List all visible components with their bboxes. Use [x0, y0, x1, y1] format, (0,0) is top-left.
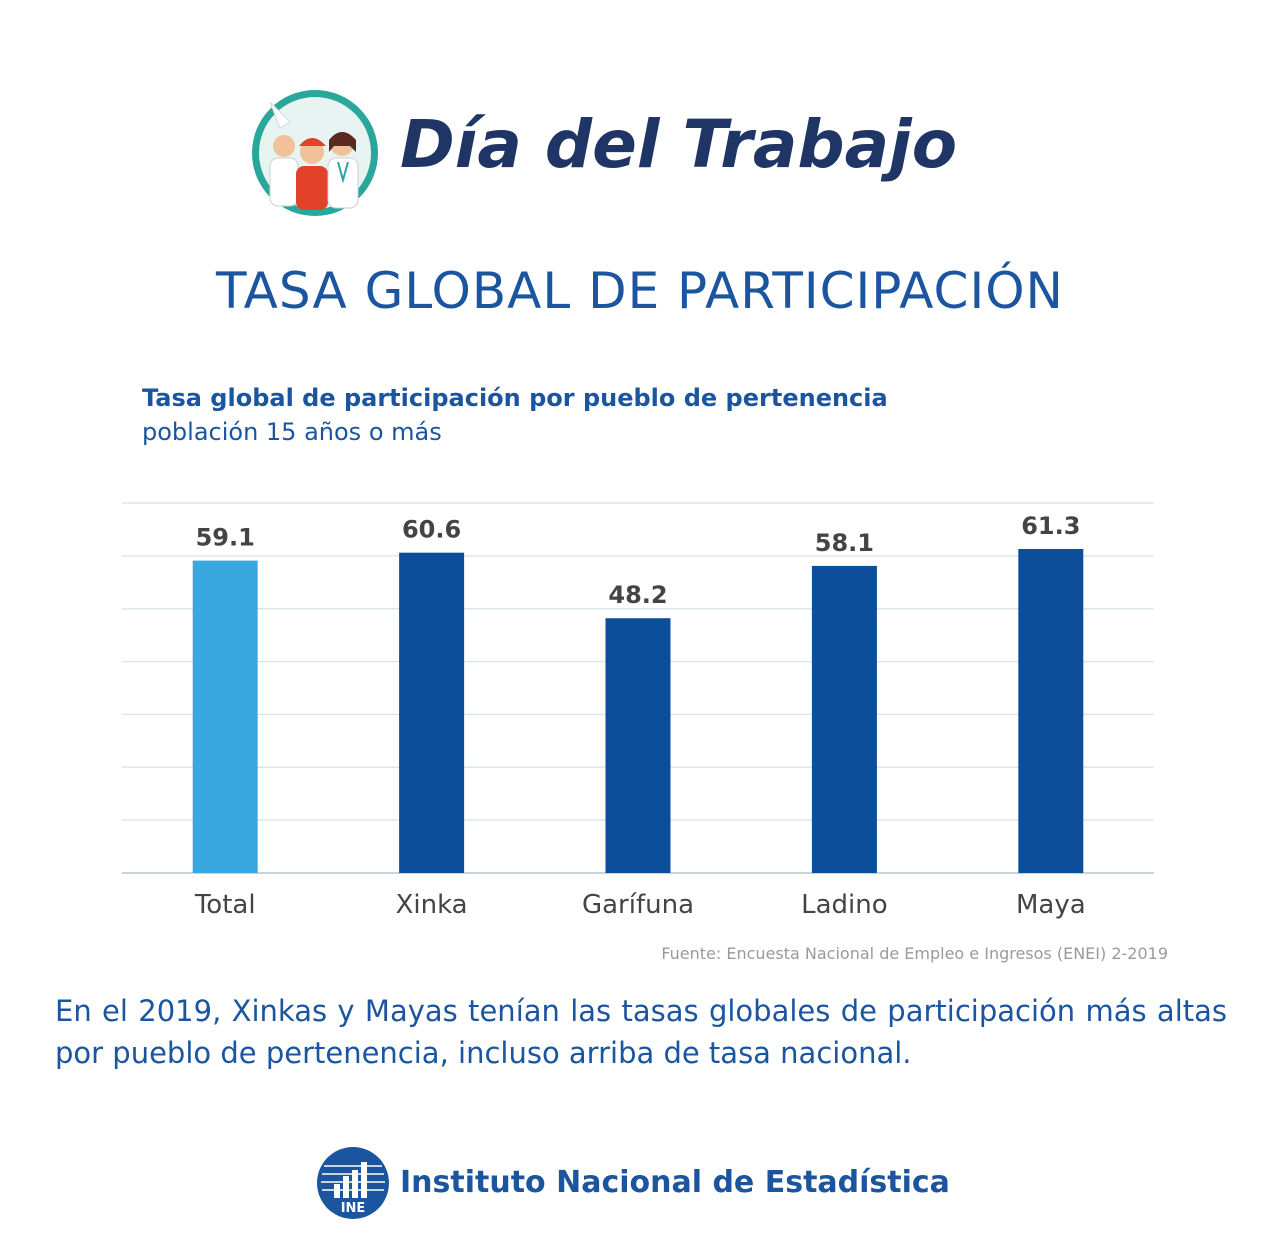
- header: Día del Trabajo: [250, 88, 1050, 218]
- ine-bar-chart-logo-icon: INE: [317, 1147, 389, 1219]
- category-label: Xinka: [396, 890, 468, 920]
- bar-ladino: [811, 565, 877, 873]
- data-label: 59.1: [196, 524, 255, 552]
- header-title: Día del Trabajo: [400, 106, 958, 183]
- bar-garfuna: [605, 618, 671, 873]
- category-label: Maya: [1016, 890, 1086, 920]
- ine-logo-text: INE: [341, 1201, 366, 1216]
- institution-name: Instituto Nacional de Estadística: [400, 1165, 950, 1200]
- summary-text: En el 2019, Xinkas y Mayas tenían las ta…: [55, 994, 1227, 1070]
- page-title: TASA GLOBAL DE PARTICIPACIÓN: [216, 262, 1064, 320]
- data-label: 61.3: [1021, 512, 1080, 540]
- data-label: 58.1: [815, 529, 874, 557]
- bar-xinka: [399, 552, 465, 873]
- source-note: Fuente: Encuesta Nacional de Empleo e In…: [661, 944, 1168, 963]
- data-label: 48.2: [608, 581, 667, 609]
- workers-illustration-icon: [252, 90, 378, 216]
- footer: INE Instituto Nacional de Estadística: [316, 1146, 1016, 1222]
- category-label: Total: [194, 890, 256, 920]
- bar-maya: [1018, 548, 1084, 873]
- chart-title: Tasa global de participación por pueblo …: [142, 384, 888, 412]
- data-label: 60.6: [402, 516, 461, 544]
- category-label: Ladino: [801, 890, 888, 920]
- bar-total: [192, 560, 258, 873]
- category-label: Garífuna: [582, 890, 694, 920]
- chart-subtitle: población 15 años o más: [142, 418, 442, 446]
